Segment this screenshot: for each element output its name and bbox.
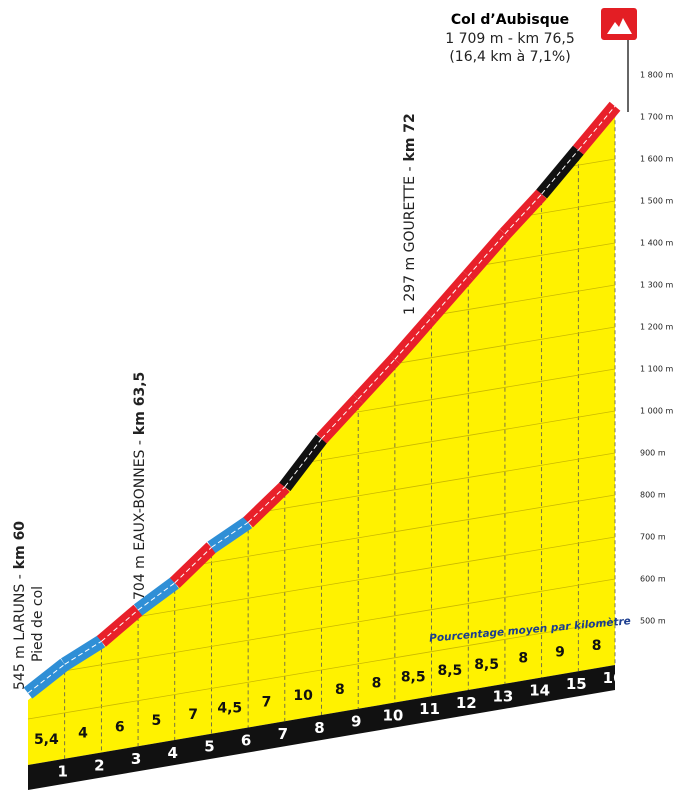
x-tick-label: 2: [94, 756, 104, 774]
y-tick-label: 1 300 m: [640, 281, 673, 290]
gradient-label: 7: [262, 694, 272, 710]
x-tick-label: 4: [168, 744, 178, 762]
center-dash: [247, 486, 286, 523]
gradient-label: 8,5: [438, 663, 463, 679]
gradient-label: 8: [372, 676, 382, 692]
x-tick-label: 8: [314, 719, 324, 737]
center-dash: [284, 438, 322, 488]
grid-line: [28, 576, 615, 678]
center-dash: [357, 358, 396, 400]
y-tick-label: 1 000 m: [640, 407, 673, 416]
x-tick-label: 10: [382, 706, 403, 724]
y-tick-label: 600 m: [640, 575, 666, 584]
gradient-label: 8,5: [401, 669, 426, 685]
center-dash: [174, 547, 212, 584]
y-tick-label: 1 800 m: [640, 71, 673, 80]
gradient-segment: [133, 577, 179, 616]
gradient-label: 8: [592, 638, 602, 654]
poi-name: 545 m LARUNS -: [12, 574, 28, 690]
y-tick-label: 1 200 m: [640, 323, 673, 332]
y-tick-label: 1 700 m: [640, 113, 673, 122]
y-tick-label: 1 500 m: [640, 197, 673, 206]
x-tick-label: 6: [241, 731, 251, 749]
x-tick-label: 13: [493, 688, 514, 706]
center-dash: [431, 275, 469, 318]
x-tick-label: 14: [529, 681, 550, 699]
x-tick-label: 16: [603, 669, 624, 687]
gradient-label: 8: [335, 682, 345, 698]
gradient-label: 10: [293, 688, 313, 704]
center-dash: [101, 609, 139, 642]
x-tick-label: 7: [278, 725, 288, 743]
poi-note: Pied de col: [30, 586, 46, 662]
gradient-label: 8: [518, 651, 528, 667]
center-dash: [541, 149, 579, 195]
gradient-label: 9: [555, 644, 565, 660]
poi-km: km 60: [12, 521, 28, 570]
gradient-label: 5: [152, 713, 162, 729]
poi-km: km 72: [402, 113, 418, 161]
gradient-segment: [23, 658, 70, 699]
poi-label: 1 297 m GOURETTE - km 72: [402, 113, 418, 315]
gradient-segment: [207, 516, 253, 554]
y-tick-label: 1 400 m: [640, 239, 673, 248]
center-dash: [577, 105, 616, 151]
gradient-label: 4,5: [217, 701, 242, 717]
y-tick-label: 1 100 m: [640, 365, 673, 374]
x-tick-label: 5: [204, 738, 214, 756]
center-dash: [321, 398, 359, 440]
center-dash: [394, 317, 432, 360]
y-tick-label: 500 m: [640, 617, 666, 626]
center-dash: [467, 233, 506, 276]
x-tick-label: 11: [419, 700, 440, 718]
y-tick-label: 700 m: [640, 533, 666, 542]
gradient-label: 7: [188, 707, 198, 723]
summit-info: (16,4 km à 7,1%): [449, 49, 570, 65]
gradient-label: 6: [115, 719, 125, 735]
summit-name: Col d’Aubisque: [451, 12, 569, 28]
x-tick-label: 9: [351, 713, 361, 731]
summit-info: 1 709 m - km 76,5: [445, 31, 575, 47]
poi-label: 545 m LARUNS - km 60: [12, 521, 28, 690]
poi-name: 704 m EAUX-BONNES -: [132, 440, 148, 600]
mountain-icon: [607, 18, 632, 34]
poi-km: km 63,5: [132, 372, 148, 435]
poi-label: 704 m EAUX-BONNES - km 63,5: [132, 372, 148, 600]
center-dash: [504, 193, 542, 235]
y-tick-label: 1 600 m: [640, 155, 673, 164]
base-band: [28, 665, 615, 790]
x-tick-label: 15: [566, 675, 587, 693]
poi-name: 1 297 m GOURETTE -: [402, 166, 418, 315]
x-tick-label: 3: [131, 750, 141, 768]
y-tick-label: 800 m: [640, 491, 666, 500]
grid-line: [28, 113, 615, 174]
summit-flag: [601, 8, 637, 40]
x-tick-label: 1: [57, 763, 67, 781]
gradient-label: 8,5: [474, 657, 499, 673]
gradient-label: 4: [78, 726, 88, 742]
grid-line: [28, 618, 615, 720]
profile-area: [28, 113, 615, 766]
gradient-label: 5,4: [34, 732, 59, 748]
x-tick-label: 12: [456, 694, 477, 712]
center-dash: [64, 640, 102, 665]
y-tick-label: 900 m: [640, 449, 666, 458]
